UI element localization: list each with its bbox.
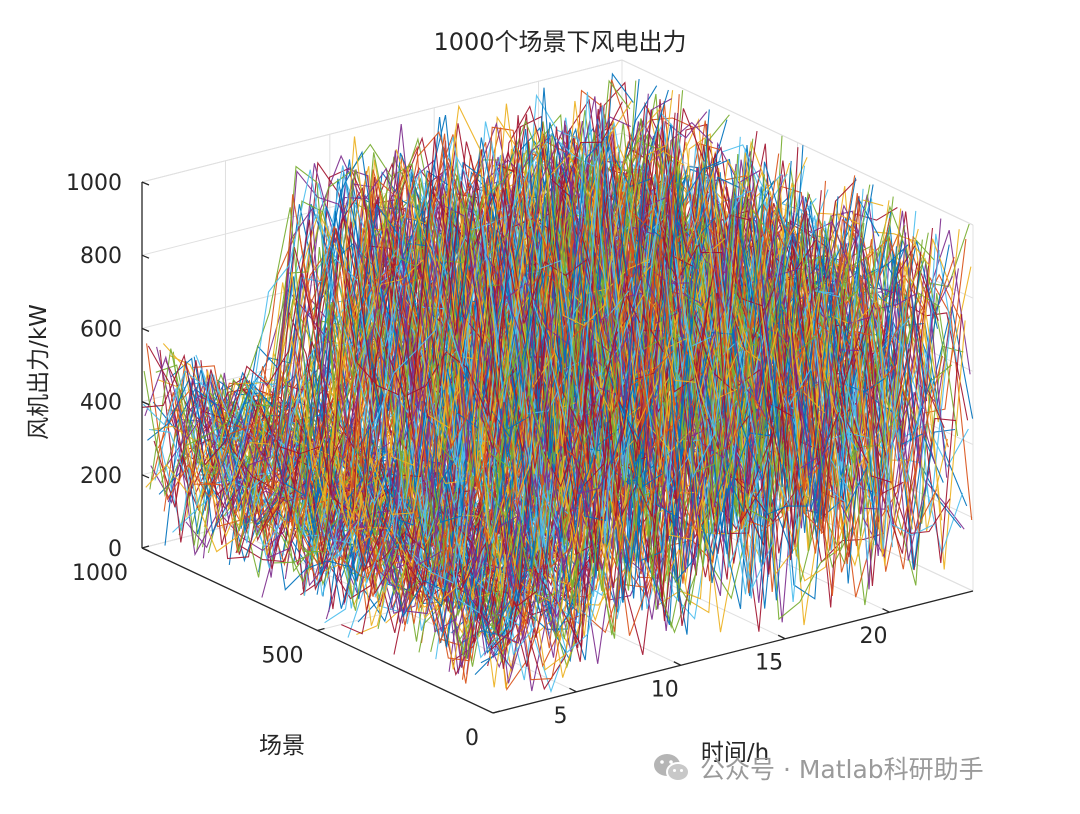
y-tick-label: 1000 <box>72 561 128 586</box>
watermark-text: 公众号 · Matlab科研助手 <box>700 755 984 784</box>
scenario-line <box>173 134 655 557</box>
scenario-line <box>149 91 630 494</box>
z-tick-label: 400 <box>80 391 122 416</box>
x-tick-label: 15 <box>755 651 783 676</box>
x-tick-mark <box>777 634 786 640</box>
scenario-lines <box>142 72 974 694</box>
back-edge <box>141 59 623 183</box>
z-tick-label: 800 <box>80 244 122 269</box>
scenario-line <box>143 152 625 497</box>
scenario-line <box>157 100 639 527</box>
z-tick-mark <box>141 474 150 479</box>
scenario-line <box>142 105 624 496</box>
z-tick-mark <box>141 254 150 259</box>
z-tick-mark <box>141 327 150 332</box>
scenario-line <box>151 100 633 472</box>
y-tick-mark <box>492 710 501 714</box>
z-axis-label: 风机出力/kW <box>26 304 52 440</box>
scenario-line <box>149 79 631 490</box>
x-axis-line <box>492 590 974 714</box>
y-tick-mark <box>141 545 150 549</box>
z-tick-label: 0 <box>108 537 122 562</box>
scenario-line <box>168 176 650 521</box>
back-edge <box>621 59 974 226</box>
wechat-icon <box>654 754 690 782</box>
x-tick-mark <box>569 687 577 693</box>
axes-front-frame <box>141 181 974 714</box>
scenario-line <box>154 121 636 506</box>
z-tick-label: 200 <box>80 464 122 489</box>
scenario-line <box>144 129 626 521</box>
y-tick-mark <box>317 627 325 632</box>
x-tick-mark <box>882 608 890 613</box>
scenario-line <box>150 116 632 505</box>
z-tick-label: 1000 <box>66 171 122 196</box>
z-tick-label: 600 <box>80 317 122 342</box>
z-tick-mark <box>141 401 150 406</box>
scenario-line <box>202 90 684 548</box>
x-tick-label: 10 <box>651 677 679 702</box>
chart-title: 1000个场景下风电出力 <box>433 28 686 56</box>
x-axis-label: 时间/h <box>701 740 769 766</box>
y-tick-label: 500 <box>262 644 304 669</box>
x-tick-label: 5 <box>553 704 567 729</box>
z-tick-mark <box>141 181 150 186</box>
z-tick-mark <box>141 547 150 552</box>
scenario-line <box>152 72 634 468</box>
y-tick-label: 0 <box>465 726 479 751</box>
scenario-line <box>147 181 629 497</box>
x-tick-label: 20 <box>860 624 888 649</box>
x-tick-mark <box>673 661 682 666</box>
y-axis-label: 场景 <box>259 733 305 759</box>
scenario-line <box>146 130 628 501</box>
watermark: 公众号 · Matlab科研助手 <box>652 748 984 788</box>
scenario-line <box>142 101 623 496</box>
